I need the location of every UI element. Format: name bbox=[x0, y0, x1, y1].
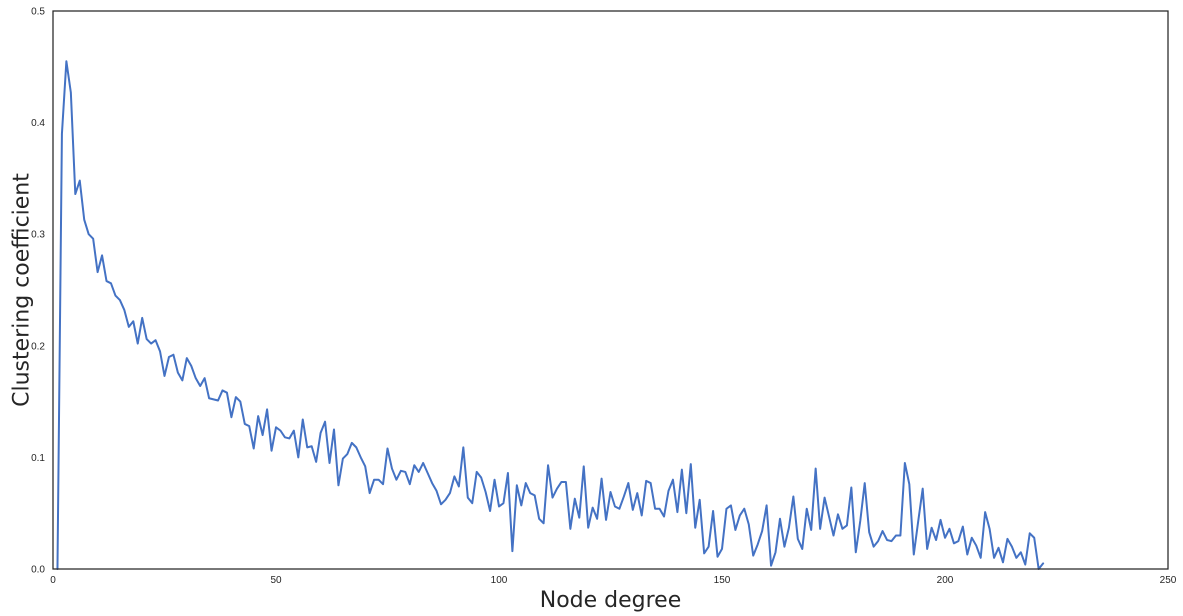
y-tick-label: 0.5 bbox=[31, 7, 45, 18]
y-tick-label: 0.4 bbox=[31, 118, 45, 129]
y-tick-label: 0.1 bbox=[31, 453, 45, 464]
x-tick-label: 150 bbox=[714, 575, 731, 586]
x-tick-label: 250 bbox=[1160, 575, 1177, 586]
y-tick-label: 0.3 bbox=[31, 230, 45, 241]
x-tick-label: 200 bbox=[937, 575, 954, 586]
x-axis-label: Node degree bbox=[540, 588, 682, 613]
x-tick-label: 50 bbox=[270, 575, 282, 586]
clustering-coefficient-line bbox=[56, 60, 1045, 570]
y-tick-label: 0.2 bbox=[31, 341, 45, 352]
y-tick-label: 0.0 bbox=[31, 565, 45, 576]
y-axis-label: Clustering coefficient bbox=[10, 173, 35, 407]
plot-area-frame bbox=[52, 10, 1169, 570]
x-tick-label: 0 bbox=[50, 575, 56, 586]
x-tick-label: 100 bbox=[491, 575, 508, 586]
x-axis-ticks: 0 50 100 150 200 250 bbox=[50, 575, 1177, 586]
y-axis-ticks: 0.0 0.1 0.2 0.3 0.4 0.5 bbox=[31, 7, 45, 576]
